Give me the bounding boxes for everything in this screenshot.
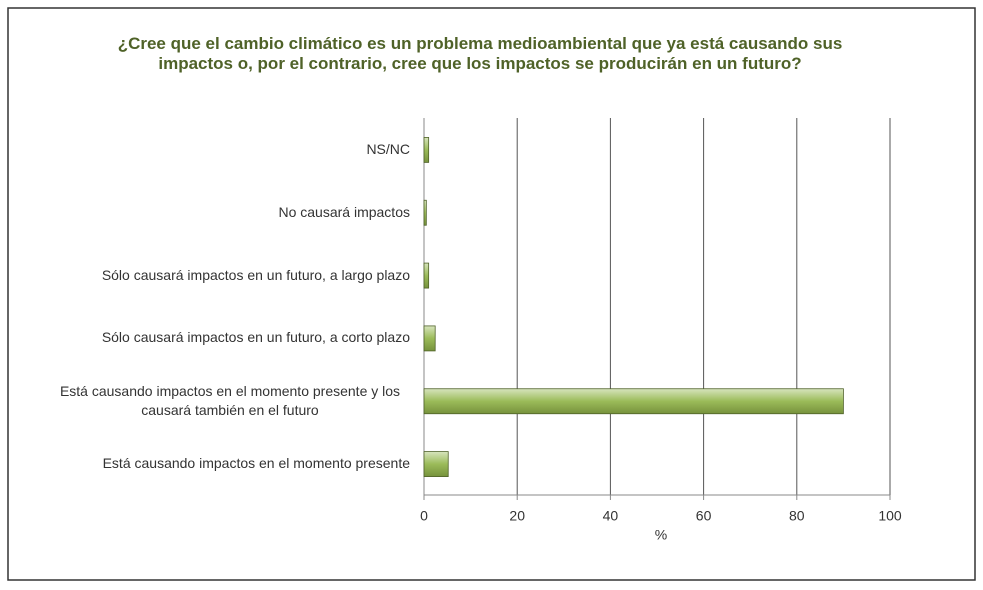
x-tick-label: 40 bbox=[603, 508, 619, 524]
bar bbox=[423, 451, 449, 477]
bar bbox=[423, 137, 430, 163]
x-tick-label: 0 bbox=[420, 508, 428, 524]
y-tick-label: NS/NC bbox=[50, 140, 410, 159]
category-text: Sólo causará impactos en un futuro, a la… bbox=[101, 266, 410, 283]
chart-title: ¿Cree que el cambio climático es un prob… bbox=[117, 34, 843, 73]
category-text: Está causando impactos en el momento pre… bbox=[59, 382, 401, 418]
bar bbox=[423, 388, 844, 415]
x-tick-label: 80 bbox=[789, 508, 805, 524]
x-tick-label: 100 bbox=[878, 508, 902, 524]
bar bbox=[423, 325, 436, 352]
category-text: Está causando impactos en el momento pre… bbox=[102, 455, 410, 472]
category-text: NS/NC bbox=[366, 140, 410, 157]
x-tick-label: 60 bbox=[696, 508, 712, 524]
bar bbox=[423, 199, 427, 226]
chart-frame bbox=[7, 7, 976, 581]
y-tick-label: Sólo causará impactos en un futuro, a la… bbox=[50, 266, 410, 285]
category-text: No causará impactos bbox=[278, 203, 410, 220]
x-tick-label: 20 bbox=[509, 508, 525, 524]
x-axis-label: % bbox=[655, 527, 667, 543]
bar bbox=[423, 262, 430, 289]
category-text: Sólo causará impactos en un futuro, a co… bbox=[101, 329, 410, 346]
y-tick-label: Sólo causará impactos en un futuro, a co… bbox=[50, 328, 410, 347]
y-tick-label: No causará impactos bbox=[50, 203, 410, 222]
y-tick-label: Está causando impactos en el momento pre… bbox=[50, 454, 410, 473]
y-tick-label: Está causando impactos en el momento pre… bbox=[50, 382, 410, 420]
